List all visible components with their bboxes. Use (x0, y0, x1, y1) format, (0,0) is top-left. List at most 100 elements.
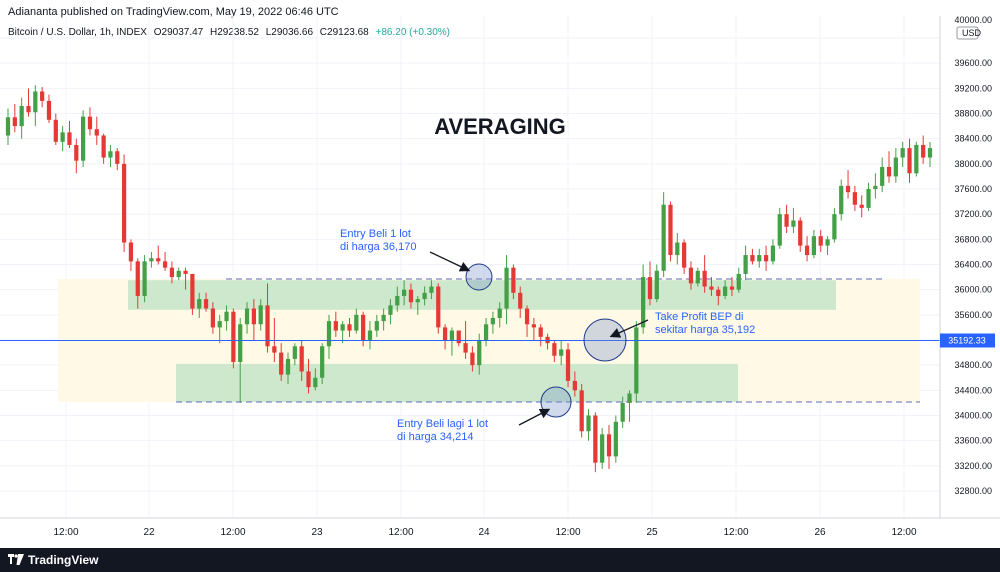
candle (627, 390, 632, 422)
candle (832, 207, 837, 243)
candle (53, 113, 58, 145)
candle-body (743, 255, 748, 274)
candle-body (101, 135, 106, 158)
candle-body (538, 327, 543, 337)
high-value: H29238.52 (210, 27, 259, 38)
candle (763, 245, 769, 271)
candle (757, 248, 762, 268)
candle-body (306, 371, 311, 388)
candle (490, 311, 496, 334)
candle-body (927, 148, 933, 158)
candle (347, 317, 352, 337)
overlays-layer (0, 251, 940, 426)
y-tick-label: 38000.00 (954, 159, 992, 169)
candle (313, 368, 318, 391)
footer-brand[interactable]: TradingView (28, 553, 99, 567)
y-tick-label: 35600.00 (954, 310, 992, 320)
candle-body (600, 434, 605, 463)
candle-body (442, 327, 448, 340)
candle (845, 170, 851, 199)
candle-body (763, 255, 769, 262)
candle-body (374, 321, 379, 331)
symbol-name[interactable]: Bitcoin / U.S. Dollar, 1h, INDEX (8, 27, 147, 38)
candle (197, 292, 202, 318)
candle (402, 280, 407, 306)
candle-body (893, 157, 898, 177)
candle (395, 286, 400, 312)
candle (326, 314, 332, 359)
candle-body (777, 214, 782, 246)
candle-body (313, 377, 318, 388)
candle (634, 321, 639, 403)
candle (893, 148, 898, 183)
candle (340, 321, 345, 344)
candle (374, 314, 379, 337)
chart-title: AVERAGING (434, 114, 566, 139)
y-tick-label: 34800.00 (954, 360, 992, 370)
candle-body (26, 105, 31, 113)
candle-body (285, 358, 291, 375)
candle-body (825, 239, 830, 246)
candle-body (654, 270, 659, 300)
candle (518, 286, 523, 318)
candle (709, 277, 714, 296)
candle-body (210, 308, 216, 328)
candle-body (804, 245, 810, 256)
candle (449, 327, 455, 356)
candle (176, 267, 181, 281)
candle (729, 277, 735, 296)
candle (26, 88, 31, 117)
candle-body (224, 311, 229, 322)
candle-body (716, 289, 721, 296)
candle (900, 141, 905, 167)
candle-body (641, 277, 646, 328)
symbol-legend: Bitcoin / U.S. Dollar, 1h, INDEX O29037.… (8, 27, 450, 38)
price-chart[interactable]: 32800.00 33200.00 33600.00 34000.00 34400.00… (0, 0, 1000, 548)
candle-body (606, 434, 612, 457)
candle-body (176, 270, 181, 278)
candle (688, 261, 694, 290)
tradingview-logo-icon[interactable] (8, 554, 24, 569)
candle-body (900, 148, 905, 158)
candle-body (258, 305, 263, 325)
candle (279, 343, 284, 381)
candle (572, 371, 577, 397)
x-tick-label: 23 (311, 527, 323, 538)
take-profit-arrow (609, 319, 649, 338)
candle (217, 314, 222, 344)
candle (483, 317, 489, 347)
candle (224, 305, 229, 331)
candle (565, 343, 571, 388)
candle-body (675, 242, 680, 256)
x-tick-label: 12:00 (555, 527, 580, 538)
candle (135, 258, 140, 309)
candle (388, 299, 393, 325)
candle (675, 233, 680, 265)
candle (408, 283, 414, 309)
candle-body (586, 415, 591, 432)
candle (511, 264, 516, 300)
candle-body (436, 286, 441, 328)
candle (354, 308, 359, 334)
y-tick-label: 38800.00 (954, 109, 992, 119)
candle-body (511, 267, 516, 293)
candle (866, 182, 871, 212)
candle-body (661, 204, 666, 271)
y-tick-label: 39600.00 (954, 58, 992, 68)
candle-body (668, 204, 673, 256)
candle (285, 352, 291, 385)
candle (811, 229, 817, 259)
candle (244, 302, 250, 334)
candle-body (142, 261, 147, 296)
candle (81, 110, 86, 167)
take-profit-marker-circle (583, 318, 627, 362)
entry2-line2: di harga 34,214 (397, 431, 473, 443)
candle (647, 261, 653, 306)
candle-body (67, 132, 72, 145)
candle (504, 255, 509, 325)
candle-body (463, 343, 468, 353)
entry1-annotation: Entry Beli 1 lot di harga 36,170 (340, 228, 416, 253)
candle (40, 87, 45, 108)
candle (559, 340, 564, 366)
candle-body (483, 324, 489, 340)
